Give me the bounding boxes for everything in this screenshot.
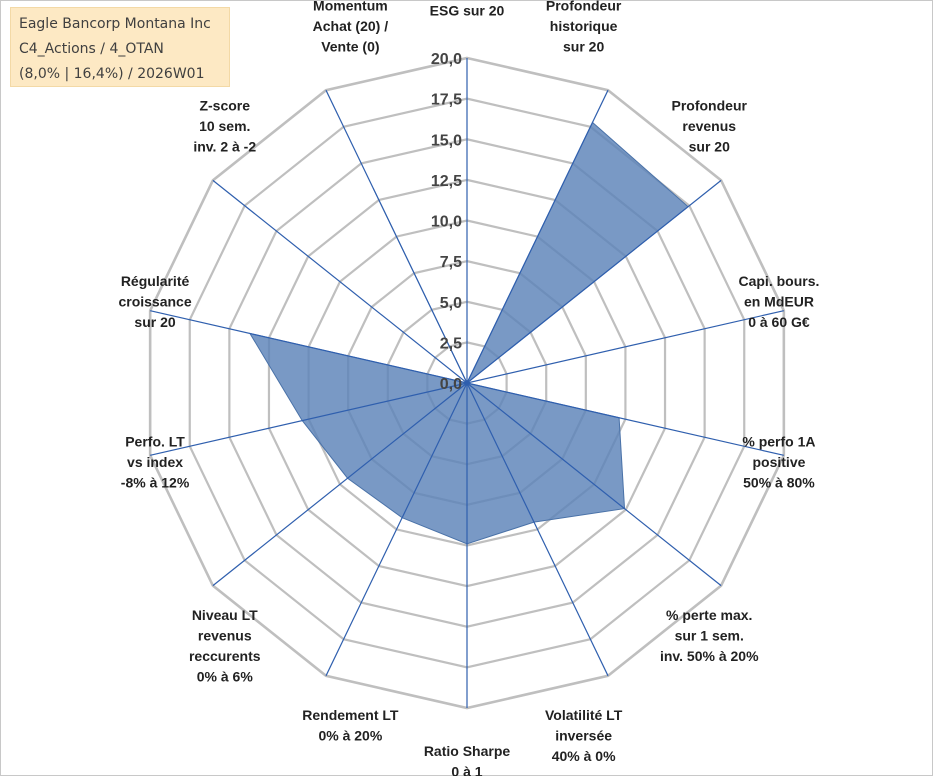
category-label: % perte max. sur 1 sem. inv. 50% à 20% bbox=[660, 607, 759, 664]
radar-spokes bbox=[150, 58, 784, 708]
category-label: Profondeur historique sur 20 bbox=[546, 0, 622, 54]
axis-spoke bbox=[150, 382, 468, 456]
tick-label: 10,0 bbox=[431, 214, 462, 231]
tick-label: 0,0 bbox=[440, 376, 462, 393]
category-label: Régularité croissance sur 20 bbox=[118, 273, 191, 330]
category-label: Momentum Achat (20) / Vente (0) bbox=[313, 0, 389, 54]
category-label: Profondeur revenus sur 20 bbox=[672, 97, 748, 154]
category-label: Capi. bours. en MdEUR 0 à 60 G€ bbox=[738, 273, 819, 330]
tick-label: 17,5 bbox=[431, 92, 462, 109]
axis-spoke bbox=[212, 179, 468, 384]
axis-spoke bbox=[466, 382, 722, 587]
tick-label: 2,5 bbox=[440, 335, 462, 352]
tick-label: 12,5 bbox=[431, 173, 462, 190]
axis-spoke bbox=[466, 382, 609, 677]
category-label: NoteESG sur 20 bbox=[430, 0, 505, 19]
axis-spoke bbox=[150, 310, 468, 384]
company-name: Eagle Bancorp Montana Inc bbox=[19, 16, 211, 32]
category-label: Z-score 10 sem. inv. 2 à -2 bbox=[193, 97, 256, 154]
performance-period: (8,0% | 16,4%) / 2026W01 bbox=[19, 66, 205, 82]
tick-label: 20,0 bbox=[431, 51, 462, 68]
axis-spoke bbox=[466, 89, 609, 384]
category-label: Rendement LT 0% à 20% bbox=[302, 707, 399, 744]
axis-spoke bbox=[466, 179, 722, 384]
category-label: Niveau LT revenus reccurents 0% à 6% bbox=[189, 607, 261, 685]
axis-spoke bbox=[325, 89, 468, 384]
tick-label: 5,0 bbox=[440, 295, 462, 312]
axis-spoke bbox=[325, 382, 468, 677]
category-label: Perfo. LT vs index -8% à 12% bbox=[121, 434, 190, 491]
axis-spoke bbox=[212, 382, 468, 587]
info-box: Eagle Bancorp Montana Inc C4_Actions / 4… bbox=[10, 7, 230, 87]
axis-spoke bbox=[466, 382, 784, 456]
portfolio-category: C4_Actions / 4_OTAN bbox=[19, 41, 164, 57]
category-label: Volatilité LT inversée 40% à 0% bbox=[545, 707, 623, 764]
category-label: % perfo 1A positive 50% à 80% bbox=[742, 434, 815, 491]
radial-tick-labels: 0,0 2,5 5,0 7,5 10,0 12,5 15,0 17,5 20,0 bbox=[431, 51, 462, 393]
tick-label: 15,0 bbox=[431, 132, 462, 149]
tick-label: 7,5 bbox=[440, 254, 462, 271]
category-label: Ratio Sharpe 0 à 1 bbox=[424, 743, 511, 776]
axis-spoke bbox=[466, 310, 784, 384]
